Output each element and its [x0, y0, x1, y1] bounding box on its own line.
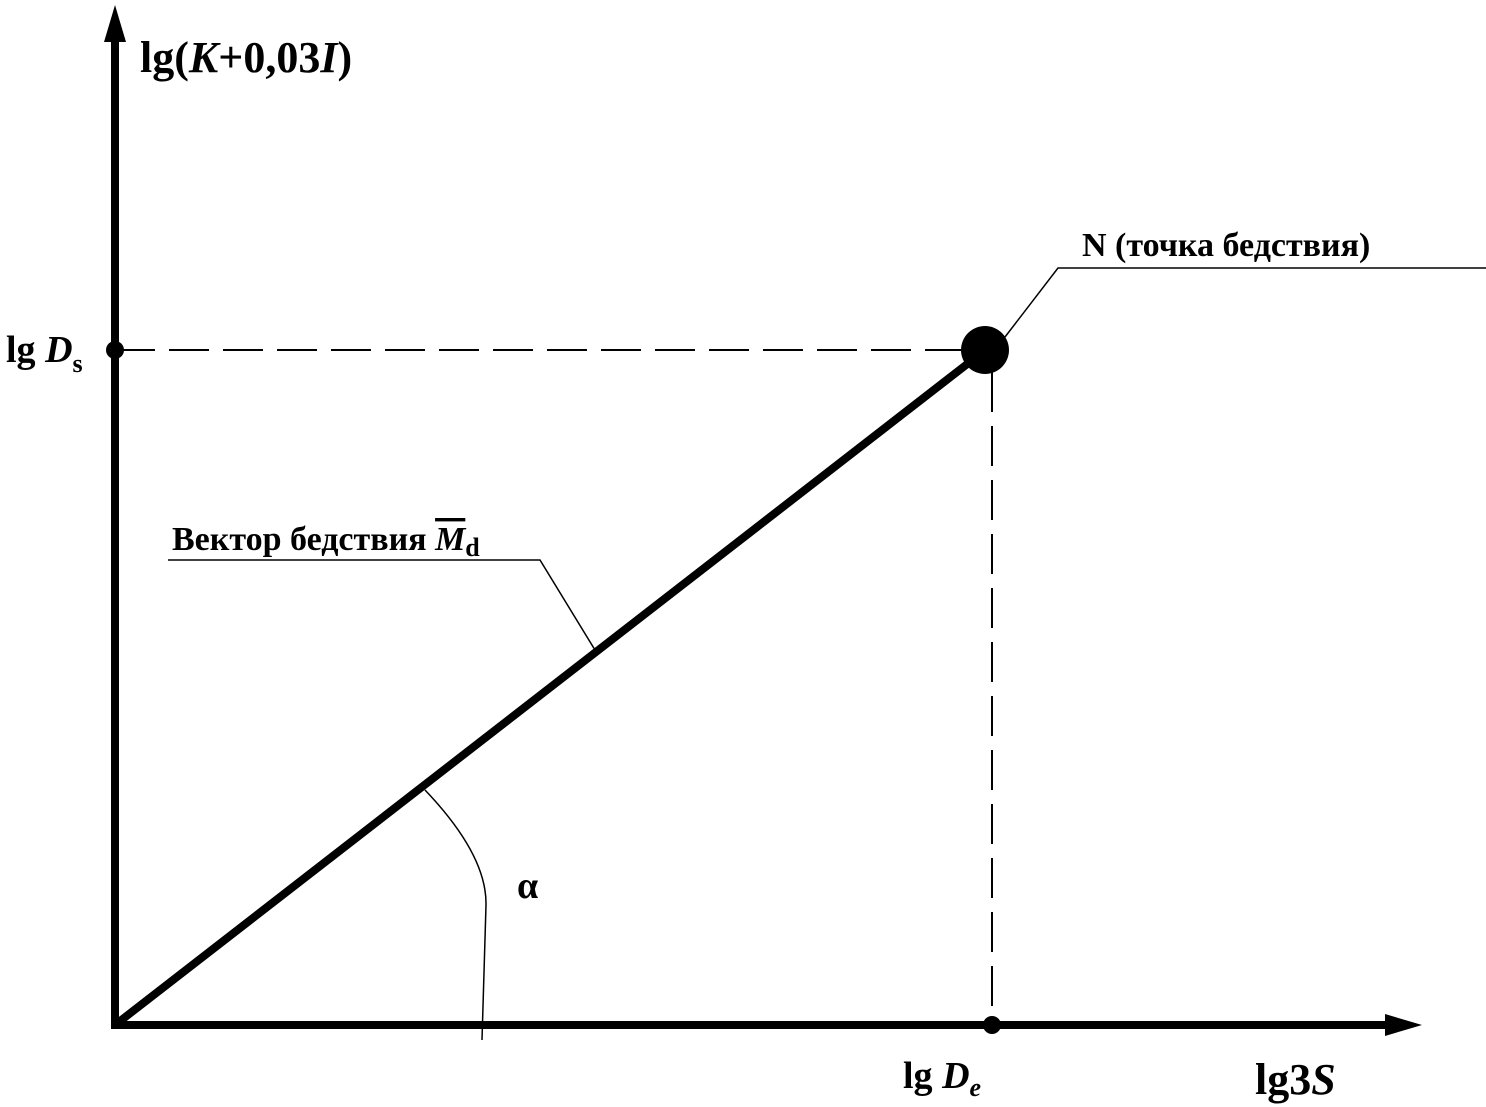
- ds-label: lg Ds: [6, 329, 83, 378]
- text: M: [434, 521, 467, 558]
- text: S: [1311, 1055, 1335, 1104]
- y-axis-label: lg(K+0,03I): [140, 33, 352, 82]
- text: s: [73, 349, 83, 378]
- point-leader: [1004, 267, 1486, 338]
- de-label: lg De: [903, 1055, 981, 1102]
- ds-dot: [106, 341, 124, 359]
- disaster-vector: [112, 354, 978, 1029]
- text: D: [44, 329, 72, 371]
- vector-leader: [168, 559, 596, 651]
- angle-label: α: [517, 865, 538, 907]
- point-label: N (точка бедствия): [1082, 227, 1370, 264]
- text: d: [465, 533, 480, 562]
- text: lg: [903, 1055, 942, 1097]
- text: K: [188, 33, 221, 82]
- text: e: [970, 1073, 982, 1102]
- text: lg3: [1255, 1055, 1311, 1104]
- x-axis-label: lg3S: [1255, 1055, 1336, 1104]
- text: D: [941, 1055, 969, 1097]
- vector-label: Вектор бедствия Md: [172, 521, 480, 562]
- angle-arc: [424, 789, 487, 1041]
- text: lg: [6, 329, 45, 371]
- y-arrow: [104, 5, 126, 42]
- text: lg(: [140, 33, 189, 82]
- de-dot: [983, 1016, 1001, 1034]
- point-n: [961, 326, 1009, 374]
- text: +0,03: [218, 33, 320, 82]
- x-arrow: [1385, 1014, 1422, 1036]
- text: ): [337, 33, 352, 82]
- text: I: [319, 33, 339, 82]
- text: Вектор бедствия: [172, 521, 435, 558]
